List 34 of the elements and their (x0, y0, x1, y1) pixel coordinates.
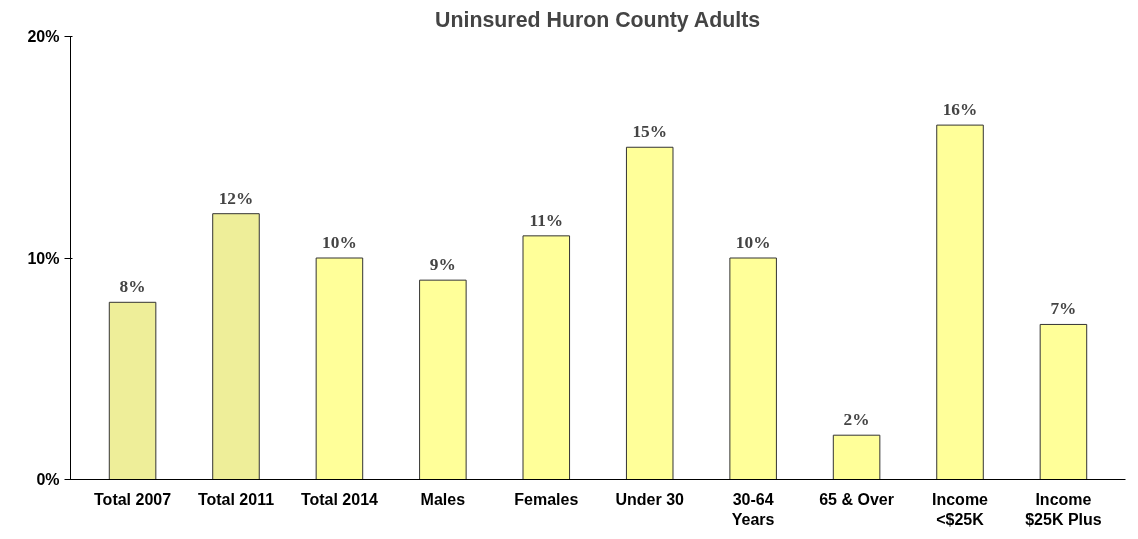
bar (419, 279, 467, 480)
x-tick-label: Income <$25K (932, 490, 989, 528)
bar (108, 301, 157, 480)
bar (936, 124, 984, 480)
y-tick-label: 20% (27, 28, 60, 45)
x-tick-label: Males (420, 490, 466, 508)
x-tick-label: 30-64 Years (731, 490, 775, 528)
chart-title: Uninsured Huron County Adults (435, 7, 761, 32)
x-tick-label: Total 2011 (197, 490, 275, 508)
bar (832, 434, 881, 480)
data-label: 16% (942, 100, 978, 120)
data-label: 11% (529, 210, 564, 230)
x-tick-label: Total 2007 (94, 490, 172, 508)
x-tick-label: Under 30 (615, 490, 685, 508)
bar (729, 257, 777, 480)
x-tick-label: 65 & Over (819, 490, 894, 508)
x-tick-label: Total 2014 (300, 490, 379, 508)
bar (315, 257, 364, 480)
data-label: 15% (632, 122, 668, 142)
data-label: 10% (322, 233, 357, 252)
data-label: 8% (119, 277, 146, 297)
y-tick-label: 10% (27, 249, 60, 267)
data-label: 2% (843, 410, 870, 430)
y-tick-label: 0% (36, 471, 60, 488)
x-tick-label: Females (514, 490, 579, 508)
bar (1039, 323, 1088, 480)
data-label: 9% (429, 255, 456, 275)
data-label: 10% (735, 233, 771, 252)
bar (212, 213, 260, 480)
data-label: 7% (1050, 299, 1077, 319)
bar (522, 235, 571, 480)
x-tick-label: Income $25K Plus (1025, 490, 1102, 528)
data-label: 12% (218, 188, 254, 208)
bar (625, 146, 674, 480)
